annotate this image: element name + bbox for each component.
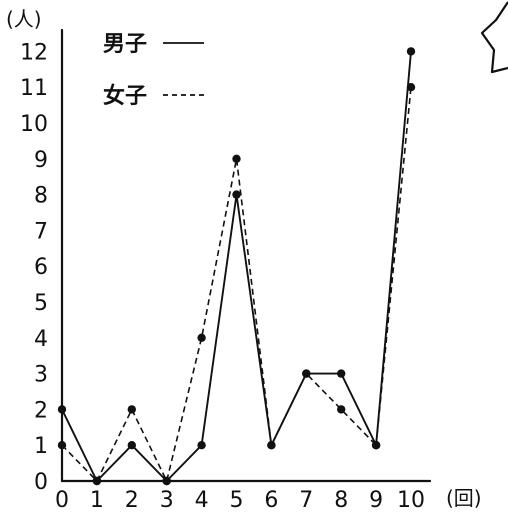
legend-label: 女子 — [103, 83, 147, 109]
series-1-point — [197, 441, 206, 450]
x-axis-unit-label: (回) — [446, 486, 482, 510]
y-tick-label: 11 — [20, 76, 48, 101]
y-tick-label: 3 — [34, 363, 48, 388]
x-tick-label: 9 — [369, 488, 383, 513]
y-tick-label: 1 — [34, 434, 48, 459]
y-axis-unit-label: (人) — [6, 7, 42, 31]
y-tick-label: 8 — [34, 184, 48, 209]
x-tick-label: 8 — [334, 488, 348, 513]
series-1-point — [337, 369, 346, 378]
series-1-point — [232, 190, 241, 199]
y-tick-label: 7 — [34, 219, 48, 244]
legend-label: 男子 — [103, 32, 147, 57]
x-tick-label: 1 — [90, 488, 104, 513]
series-1-point — [57, 405, 67, 414]
x-tick-label: 10 — [397, 488, 425, 513]
y-tick-label: 9 — [34, 148, 48, 173]
x-tick-label: 0 — [55, 488, 69, 513]
star-doodle-icon — [480, 1, 508, 74]
y-tick-label: 5 — [34, 291, 48, 316]
series-2-point — [127, 405, 136, 414]
series-line-1 — [61, 51, 412, 482]
y-tick-label: 4 — [34, 327, 48, 352]
series-1-point — [127, 441, 136, 450]
series-2-point — [197, 333, 206, 342]
x-tick-label: 3 — [160, 488, 174, 513]
x-tick-label: 6 — [264, 488, 278, 513]
series-line-2 — [61, 87, 412, 482]
y-tick-label: 2 — [34, 398, 48, 423]
x-tick-label: 2 — [125, 488, 139, 513]
series-2-point — [302, 369, 311, 378]
y-tick-label: 6 — [34, 255, 48, 280]
y-tick-label: 0 — [34, 470, 48, 495]
series-2-point — [406, 83, 416, 92]
x-tick-label: 5 — [230, 488, 244, 513]
x-tick-label: 7 — [299, 488, 313, 513]
series-2-point — [267, 441, 276, 450]
y-tick-label: 10 — [20, 112, 48, 137]
series-2-point — [92, 476, 102, 486]
y-tick-label: 12 — [20, 40, 48, 65]
x-tick-label: 4 — [195, 488, 209, 513]
series-2-point — [232, 154, 241, 163]
series-2-point — [57, 441, 67, 450]
series-2-point — [337, 405, 346, 414]
series-2-point — [162, 476, 171, 486]
series-1-point — [406, 47, 416, 56]
series-2-point — [371, 441, 381, 450]
